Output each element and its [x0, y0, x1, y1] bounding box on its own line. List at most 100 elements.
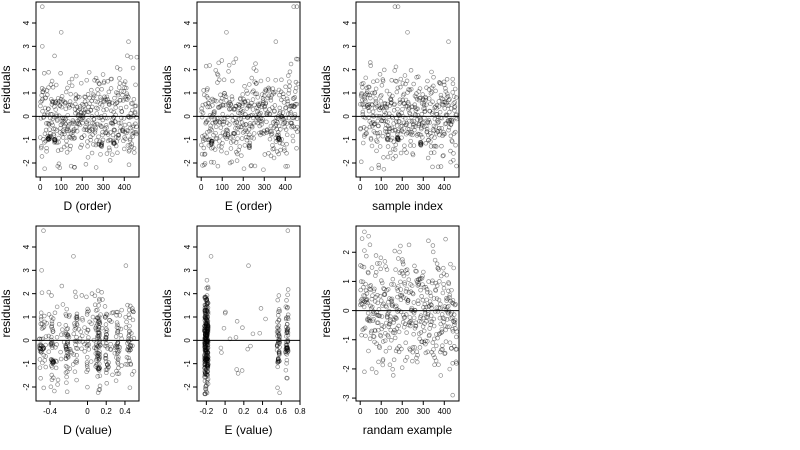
data-point — [128, 347, 133, 352]
data-point — [249, 123, 255, 129]
data-point — [427, 120, 433, 125]
data-point — [276, 332, 282, 337]
data-point — [361, 304, 367, 310]
data-point — [67, 366, 73, 371]
data-point — [283, 351, 289, 356]
data-point — [259, 92, 265, 97]
data-point — [262, 89, 268, 95]
data-point — [423, 141, 429, 146]
data-point — [204, 337, 209, 342]
data-point — [452, 104, 458, 109]
data-point — [375, 300, 380, 306]
data-point — [85, 364, 90, 369]
data-point — [380, 358, 386, 363]
data-point — [84, 127, 90, 133]
data-point — [75, 94, 81, 99]
y-tick-label: -1 — [22, 136, 31, 144]
data-point — [429, 90, 435, 95]
data-point — [65, 346, 70, 352]
data-point — [367, 286, 372, 292]
data-point — [96, 343, 101, 349]
data-point — [48, 363, 54, 368]
data-point — [40, 346, 45, 352]
data-point — [124, 355, 130, 360]
data-point — [92, 127, 98, 133]
data-point — [392, 314, 398, 320]
data-point — [209, 140, 214, 145]
data-point — [435, 164, 441, 170]
data-point — [111, 141, 116, 146]
data-point — [398, 309, 404, 314]
data-point — [203, 334, 209, 339]
plot-frame — [35, 1, 140, 178]
x-tick-label: 300 — [417, 407, 431, 416]
data-point — [63, 100, 68, 105]
data-point — [365, 89, 370, 94]
data-point — [208, 138, 214, 144]
data-point — [205, 95, 211, 101]
data-point — [55, 117, 60, 122]
data-point — [428, 139, 433, 144]
data-point — [450, 329, 456, 334]
data-point — [130, 125, 135, 130]
data-point — [281, 94, 286, 100]
data-point — [41, 346, 47, 351]
data-point — [242, 129, 247, 134]
data-point — [40, 325, 46, 331]
data-point — [443, 339, 449, 344]
data-point — [85, 109, 90, 115]
data-point — [372, 286, 377, 292]
data-point — [420, 97, 426, 103]
data-point — [380, 105, 385, 110]
data-point — [398, 279, 403, 285]
data-point — [454, 346, 459, 352]
data-point — [361, 104, 367, 110]
data-point — [205, 300, 210, 306]
y-tick-label: -1 — [342, 136, 351, 144]
data-point — [239, 153, 244, 158]
data-point — [204, 329, 209, 334]
data-point — [360, 140, 366, 146]
data-point — [203, 316, 208, 321]
data-point — [383, 338, 388, 343]
data-point — [218, 134, 223, 139]
data-point — [65, 352, 71, 358]
data-point — [441, 130, 446, 135]
data-point — [275, 324, 280, 330]
data-point — [202, 328, 207, 334]
data-point — [275, 136, 281, 142]
data-point — [96, 324, 101, 329]
data-point — [205, 364, 211, 369]
data-point — [287, 107, 292, 112]
data-point — [284, 344, 290, 350]
data-point — [80, 317, 85, 323]
data-point — [384, 320, 389, 326]
data-point — [73, 73, 79, 79]
data-point — [205, 300, 210, 305]
data-point — [385, 287, 391, 292]
data-point — [58, 147, 64, 152]
data-point — [73, 325, 79, 331]
data-point — [125, 93, 130, 98]
data-point — [204, 321, 209, 327]
data-point — [422, 109, 428, 114]
data-point — [99, 103, 105, 108]
data-point — [53, 107, 58, 112]
data-point — [434, 305, 440, 310]
data-point — [95, 353, 101, 358]
data-point — [98, 123, 104, 129]
data-point — [442, 350, 448, 356]
data-point — [260, 98, 266, 103]
data-point — [255, 120, 260, 126]
data-point — [218, 125, 224, 130]
data-point — [385, 144, 391, 149]
data-point — [408, 319, 414, 324]
data-point — [106, 364, 111, 369]
data-point — [114, 368, 119, 374]
data-point — [96, 142, 101, 147]
data-point — [361, 264, 367, 270]
data-point — [227, 122, 232, 127]
data-point — [87, 123, 93, 129]
data-point — [58, 122, 64, 128]
